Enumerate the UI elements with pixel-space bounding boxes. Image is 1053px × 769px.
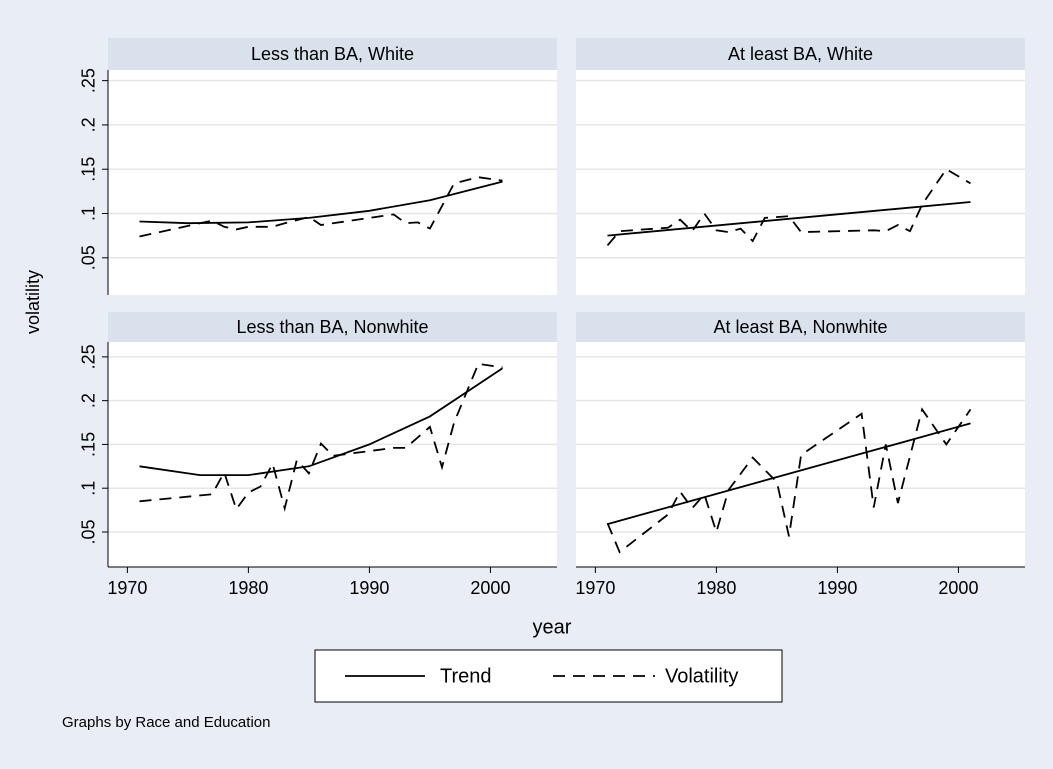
panel-header [576,312,1025,342]
series-line [606,407,972,554]
series-line [606,167,971,246]
y-tick-label: .05 [79,519,99,544]
panel-title: At least BA, White [728,44,873,64]
x-tick-label: 1980 [228,578,268,598]
x-tick-label: 2000 [938,578,978,598]
x-axis-title: year [533,616,572,638]
panel-header [576,38,1025,70]
panel-title: At least BA, Nonwhite [713,317,887,337]
panel-title: Less than BA, White [251,44,414,64]
series-line [139,367,503,476]
y-tick-label: .05 [79,245,99,270]
y-tick-label: .15 [79,432,99,457]
x-tick-label: 2000 [470,578,510,598]
plot-area [576,70,1025,295]
plot-area [108,342,557,567]
legend-label: Trend [440,665,492,687]
panel-header [108,38,557,70]
plot-area [576,342,1025,567]
y-tick-label: .25 [79,68,99,93]
x-tick-label: 1970 [107,578,147,598]
y-axis-title: volatility [23,270,43,334]
panel-header [108,312,557,342]
legend-label: Volatility [665,665,738,687]
series-line [139,362,503,512]
plot-area [108,70,557,295]
series-line [607,422,971,525]
panel-title: Less than BA, Nonwhite [236,317,428,337]
x-tick-label: 1990 [349,578,389,598]
y-tick-label: .2 [79,117,99,132]
x-tick-label: 1970 [575,578,615,598]
y-tick-label: .1 [79,206,99,221]
x-tick-label: 1980 [696,578,736,598]
series-line [139,180,503,225]
series-line [139,176,503,238]
note: Graphs by Race and Education [62,714,270,731]
y-tick-label: .1 [79,481,99,496]
y-tick-label: .15 [79,157,99,182]
y-tick-label: .25 [79,344,99,369]
x-tick-label: 1990 [817,578,857,598]
y-tick-label: .2 [79,393,99,408]
series-line [607,201,971,237]
